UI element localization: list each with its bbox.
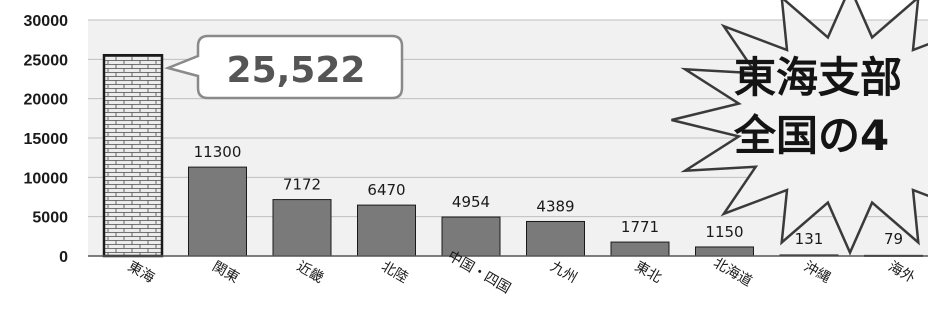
bar-series: [102, 53, 923, 258]
x-tick-label: 関東: [209, 259, 241, 287]
starburst-shape: [671, 0, 928, 256]
y-tick-label: 0: [59, 249, 68, 266]
data-label: 7172: [283, 176, 321, 194]
bar: [188, 166, 247, 257]
data-label: 4954: [452, 193, 490, 211]
data-label: 4389: [536, 197, 574, 215]
y-tick-label: 10000: [24, 170, 69, 187]
bar: [102, 53, 164, 258]
x-tick-label: 沖縄: [801, 259, 833, 287]
bar: [526, 220, 585, 257]
x-tick-label: 九州: [547, 259, 579, 287]
callout-bubble: [164, 34, 404, 100]
x-tick-label: 海外: [885, 259, 917, 287]
bar: [695, 246, 754, 257]
data-label: 11300: [194, 143, 242, 161]
bar: [610, 241, 670, 257]
x-tick-label: 北海道: [710, 255, 754, 290]
x-tick-label: 北陸: [378, 259, 410, 287]
callout-value: 25,522: [227, 50, 366, 91]
y-tick-label: 30000: [24, 13, 69, 30]
x-tick-label: 東海: [125, 259, 157, 287]
highlight-starburst: 東海支部 全国の4: [671, 0, 928, 256]
data-label: 131: [795, 230, 824, 248]
burst-line-2: 全国の4: [733, 111, 889, 160]
data-label: 79: [884, 230, 903, 248]
data-labels: 11300 7172 6470 4954 4389 1771 1150 131 79: [194, 143, 903, 248]
y-axis-ticks: 0 5000 10000 15000 20000 25000 30000: [24, 13, 69, 266]
y-tick-label: 25000: [24, 52, 69, 69]
y-tick-label: 15000: [24, 131, 69, 148]
data-label: 1771: [621, 218, 659, 236]
y-tick-label: 5000: [32, 210, 68, 227]
bar: [272, 199, 332, 257]
x-tick-label: 東北: [632, 259, 664, 287]
y-tick-label: 20000: [24, 92, 69, 109]
data-label: 6470: [367, 181, 405, 199]
data-label: 1150: [705, 223, 743, 241]
value-callout: 25,522: [164, 34, 404, 100]
bar: [357, 204, 416, 257]
x-tick-label: 近畿: [294, 259, 326, 287]
burst-line-1: 東海支部: [734, 53, 902, 102]
